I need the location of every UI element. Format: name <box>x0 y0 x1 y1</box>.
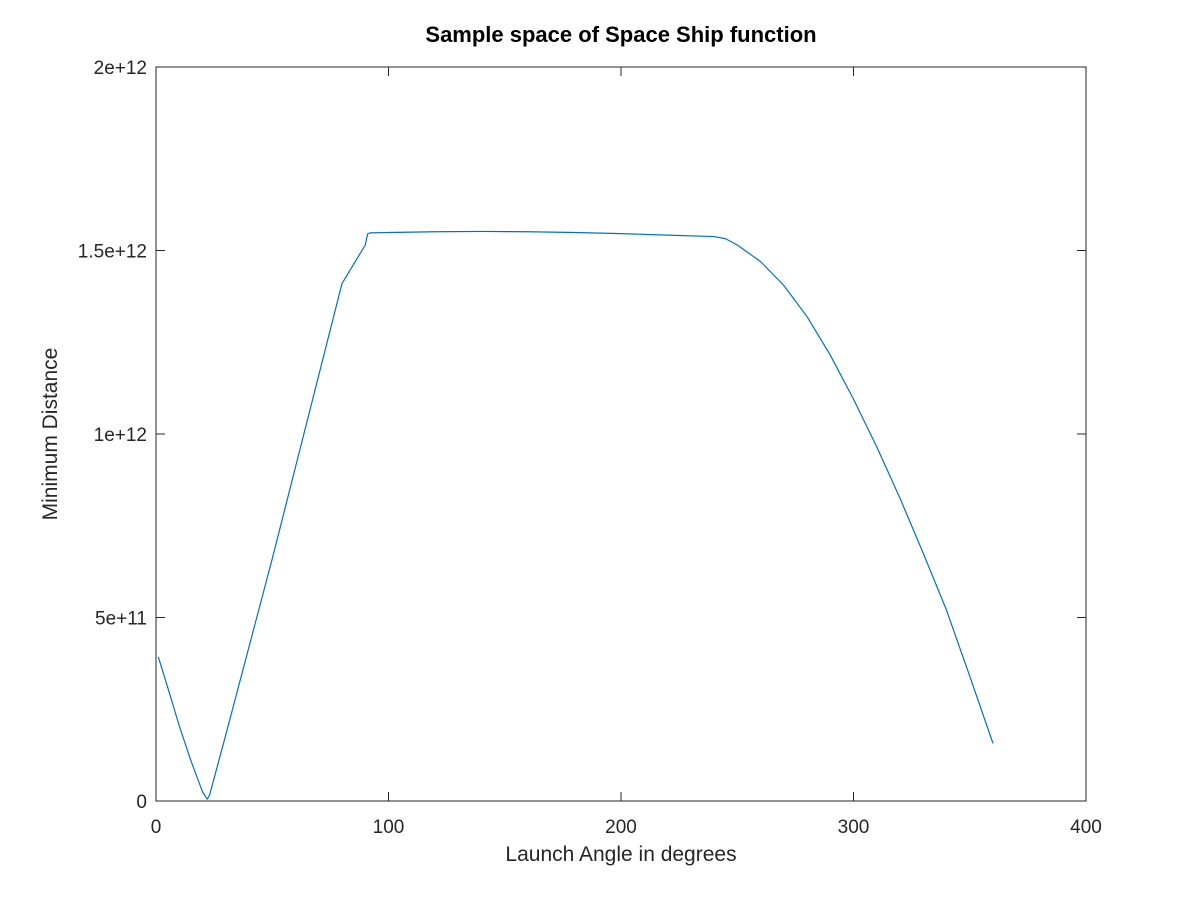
y-tick-label: 5e+11 <box>95 609 147 630</box>
x-tick-label: 400 <box>1070 817 1102 838</box>
y-axis-label: Minimum Distance <box>39 348 62 521</box>
x-axis-label: Launch Angle in degrees <box>505 843 736 866</box>
chart-title: Sample space of Space Ship function <box>425 22 816 47</box>
x-tick-label: 0 <box>151 817 162 838</box>
series-line <box>157 230 994 800</box>
x-tick-label: 100 <box>373 817 405 838</box>
y-tick-label: 2e+12 <box>94 58 147 79</box>
series-layer <box>157 230 994 800</box>
plot-area: 0 100 200 300 400 0 5e+11 1e+12 1.5e+12 2e+12 <box>78 58 1102 838</box>
x-axis: 0 100 200 300 400 <box>151 67 1102 838</box>
y-tick-label: 1.5e+12 <box>78 242 147 263</box>
y-tick-label: 1e+12 <box>94 425 147 446</box>
y-tick-label: 0 <box>136 792 147 813</box>
x-tick-label: 300 <box>838 817 870 838</box>
y-axis: 0 5e+11 1e+12 1.5e+12 2e+12 <box>78 58 1086 813</box>
x-tick-label: 200 <box>605 817 637 838</box>
